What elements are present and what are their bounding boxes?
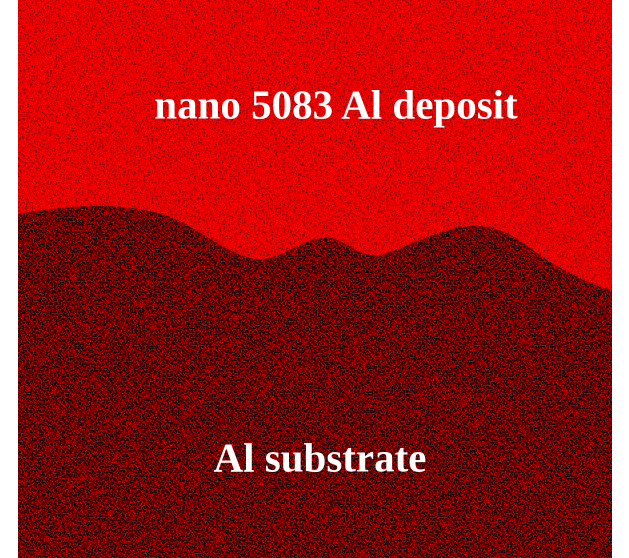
substrate-label: Al substrate [214, 434, 427, 480]
deposit-label: nano 5083 Al deposit [154, 81, 518, 127]
eds-map [18, 0, 612, 558]
